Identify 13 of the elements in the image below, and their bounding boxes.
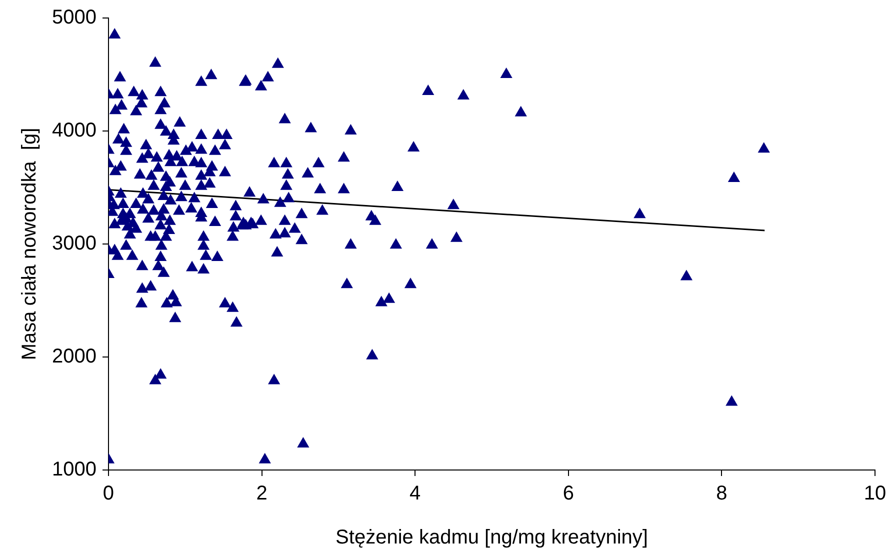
y-axis-title: Masa ciała noworodka [g] (18, 128, 41, 360)
x-axis-title: Stężenie kadmu [ng/mg kreatyniny] (336, 526, 648, 549)
x-tick-label: 10 (864, 482, 886, 505)
x-tick-label: 2 (256, 482, 268, 505)
y-tick-label: 4000 (52, 120, 96, 142)
y-tick-label: 2000 (52, 346, 96, 368)
y-tick-label: 1000 (52, 458, 96, 481)
x-tick-label: 8 (716, 482, 728, 505)
y-tick-label: 3000 (52, 232, 96, 255)
x-tick-label: 4 (410, 482, 421, 505)
y-tick-label: 5000 (52, 6, 96, 29)
x-tick-label: 0 (102, 482, 114, 505)
x-tick-label: 6 (562, 482, 574, 505)
